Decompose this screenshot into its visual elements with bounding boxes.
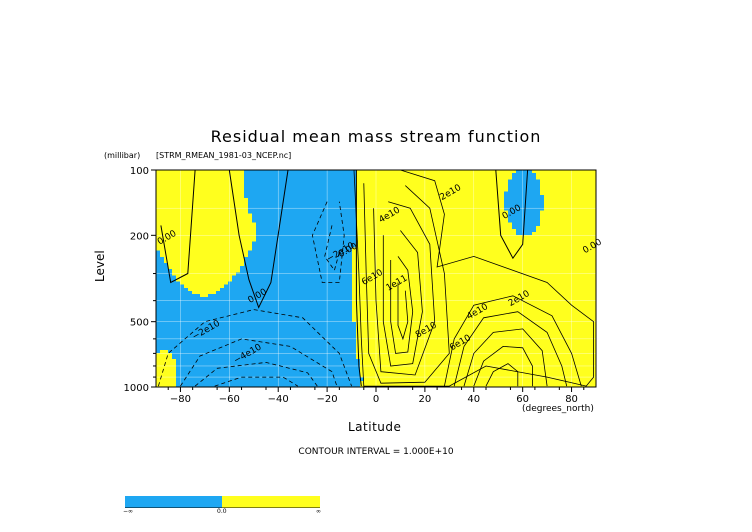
contour-line (390, 256, 414, 354)
legend-label-max: ∞ (316, 508, 321, 515)
contour-line (463, 328, 548, 387)
contour-line (373, 201, 436, 376)
y-tick-label: 200 (130, 231, 149, 242)
x-tick-label: 40 (467, 394, 480, 405)
y-axis-label: Level (93, 250, 107, 282)
legend-label-mid: 0.0 (217, 508, 227, 515)
legend-label-min: −∞ (123, 508, 134, 515)
contour-line (495, 169, 529, 260)
y-tick-label: 100 (130, 166, 149, 177)
contour-line (194, 361, 318, 387)
x-tick-label: −40 (268, 394, 289, 405)
legend-positive-swatch (222, 496, 320, 508)
x-tick-label: 60 (516, 394, 529, 405)
x-tick-label: 80 (565, 394, 578, 405)
legend-negative-swatch (125, 496, 222, 508)
contour-line (397, 282, 409, 341)
x-tick-label: 20 (419, 394, 432, 405)
contour-line (160, 169, 196, 284)
x-tick-label: −20 (317, 394, 338, 405)
contour-line (485, 363, 519, 387)
y-tick-label: 500 (130, 318, 149, 329)
contour-line (214, 376, 299, 387)
contour-line (158, 309, 352, 387)
contour-line (382, 230, 423, 367)
contour-line (444, 295, 582, 387)
contour-line (363, 183, 450, 384)
y-tick-label: 1000 (124, 383, 149, 394)
contour-interval: CONTOUR INTERVAL = 1.000E+10 (298, 447, 454, 457)
contour-line (473, 345, 533, 387)
contour-line (453, 311, 568, 387)
contour-line (311, 201, 345, 283)
contour-line (353, 169, 594, 387)
contour-line (355, 170, 362, 387)
contour-line (228, 169, 289, 309)
x-axis-unit: (degrees_north) (522, 404, 594, 414)
contour-line (324, 225, 340, 272)
x-tick-label: 0 (373, 394, 379, 405)
chart-subtitle: [STRM_RMEAN_1981-03_NCEP.nc] (156, 151, 292, 160)
x-tick-label: −80 (170, 394, 191, 405)
x-tick-label: −60 (219, 394, 240, 405)
contour-line (180, 338, 338, 387)
y-axis-unit: (millibar) (104, 151, 141, 160)
chart-title: Residual mean mass stream function (210, 127, 542, 146)
color-legend (125, 493, 320, 511)
x-axis-label: Latitude (348, 420, 402, 434)
